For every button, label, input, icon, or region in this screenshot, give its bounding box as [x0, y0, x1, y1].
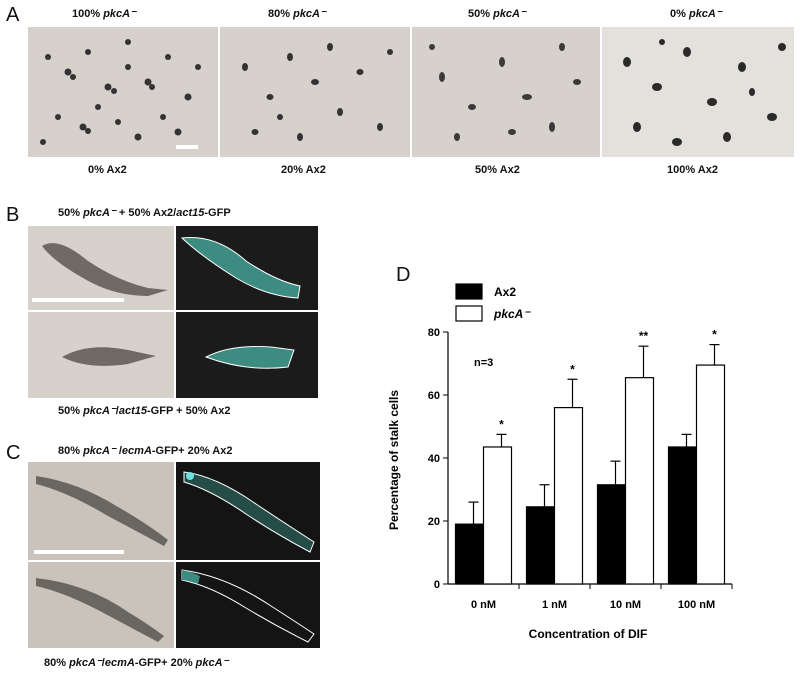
bar-pkca-3 — [695, 364, 726, 585]
chart-axes: 0 20 40 60 80 0 nM 1 nM 10 nM 100 nM — [428, 327, 733, 611]
panel-a-top-label-4: 0% pkcA⁻ — [670, 8, 722, 20]
panel-a-bottom-label-2: 20% Ax2 — [281, 164, 326, 176]
panel-a-image-1 — [28, 27, 218, 157]
chart-legend: Ax2 pkcA⁻ — [455, 283, 531, 322]
slug-shape-b2 — [62, 347, 156, 366]
panel-c-brightfield-2 — [28, 562, 174, 648]
panel-c-bottom-caption: 80% pkcA⁻/ecmA-GFP+ 20% pkcA⁻ — [44, 657, 229, 669]
y-tick-label: 0 — [434, 579, 440, 591]
n-annotation: n=3 — [474, 357, 493, 369]
panel-b-brightfield-1 — [28, 226, 174, 310]
x-tick-label: 1 nM — [542, 599, 567, 611]
x-tick-label: 10 nM — [610, 599, 641, 611]
gfp-outline-c2 — [181, 569, 315, 643]
y-tick-label: 60 — [428, 390, 440, 402]
panel-c-fluorescence-1 — [176, 462, 320, 560]
scale-bar — [176, 145, 198, 149]
scale-bar — [34, 550, 124, 554]
panel-d-letter: D — [396, 264, 411, 286]
x-tick-label: 0 nM — [471, 599, 496, 611]
slug-shape-b1 — [32, 243, 168, 302]
bar-ax2-1 — [525, 506, 556, 585]
y-tick-label: 40 — [428, 453, 440, 465]
panel-b-bottom-caption: 50% pkcA⁻/act15-GFP + 50% Ax2 — [58, 405, 231, 417]
bar-ax2-0 — [454, 523, 485, 585]
bar-pkca-2 — [624, 377, 655, 585]
panel-c-letter: C — [6, 442, 21, 464]
panel-b-letter: B — [6, 204, 20, 226]
aggregate-dots-1 — [40, 39, 201, 149]
legend-swatch — [455, 283, 483, 300]
panel-a-image-4 — [602, 27, 794, 157]
panel-a-top-label-2: 80% pkcA⁻ — [268, 8, 326, 20]
panel-a-bottom-label-4: 100% Ax2 — [667, 164, 718, 176]
slug-shape-c2 — [36, 578, 164, 642]
significance-mark: * — [499, 417, 504, 431]
panel-b-fluorescence-2 — [176, 312, 318, 398]
legend-label: pkcA⁻ — [493, 307, 531, 321]
significance-mark: * — [570, 362, 575, 376]
panel-c-top-caption: 80% pkcA⁻ /ecmA-GFP+ 20% Ax2 — [58, 445, 233, 457]
bar-ax2-3 — [667, 446, 698, 585]
panel-a-letter: A — [6, 4, 20, 26]
panel-a-bottom-label-3: 50% Ax2 — [475, 164, 520, 176]
bar-pkca-1 — [553, 407, 584, 585]
panel-b-brightfield-2 — [28, 312, 174, 398]
chart-bars: **** * — [454, 328, 726, 585]
panel-a-bottom-label-1: 0% Ax2 — [88, 164, 127, 176]
bar-pkca-0 — [482, 446, 513, 585]
gfp-outline-b1 — [180, 236, 301, 299]
panel-a-image-2 — [220, 27, 410, 157]
legend-label: Ax2 — [494, 285, 516, 299]
panel-a-top-label-3: 50% pkcA⁻ — [468, 8, 526, 20]
legend-swatch — [455, 305, 483, 322]
aggregate-dots-4 — [623, 39, 786, 146]
aggregate-dots-3 — [429, 43, 581, 141]
significance-mark: ** — [639, 329, 649, 343]
bar-ax2-2 — [596, 484, 627, 585]
x-tick-label: 100 nM — [678, 599, 715, 611]
gfp-outline-b2 — [204, 345, 295, 369]
x-axis-label: Concentration of DIF — [529, 627, 648, 641]
gfp-outline-c1 — [183, 471, 315, 553]
panel-c-fluorescence-2 — [176, 562, 320, 648]
panel-c-brightfield-1 — [28, 462, 174, 560]
aggregate-dots-2 — [242, 43, 393, 141]
y-tick-label: 20 — [428, 516, 440, 528]
slug-shape-c1 — [34, 476, 168, 554]
y-tick-label: 80 — [428, 327, 440, 339]
panel-b-top-caption: 50% pkcA⁻ + 50% Ax2/act15-GFP — [58, 207, 231, 219]
panel-a-image-3 — [412, 27, 600, 157]
panel-a-top-label-1: 100% pkcA⁻ — [72, 8, 136, 20]
y-axis-label: Percentage of stalk cells — [387, 390, 401, 530]
significance-mark: * — [712, 328, 717, 342]
scale-bar — [32, 298, 124, 302]
panel-b-fluorescence-1 — [176, 226, 318, 310]
